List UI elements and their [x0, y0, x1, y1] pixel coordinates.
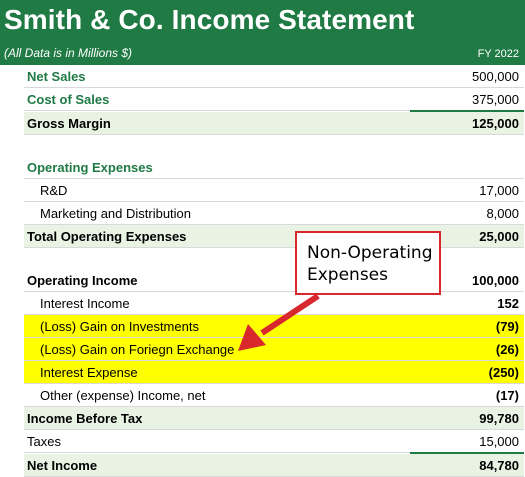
- row-value: 15,000: [479, 434, 519, 449]
- row-operating-income: Operating Income 100,000: [24, 269, 524, 292]
- row-gross-margin: Gross Margin 125,000: [24, 112, 524, 135]
- row-value: (26): [495, 342, 519, 357]
- row-taxes: Taxes 15,000: [24, 430, 524, 453]
- row-label: Interest Income: [40, 296, 130, 311]
- row-cost-of-sales: Cost of Sales 375,000: [24, 88, 524, 111]
- row-value: (17): [495, 388, 519, 403]
- row-label: Gross Margin: [27, 116, 111, 131]
- subtotal-underline: [410, 110, 524, 112]
- statement-title: Smith & Co. Income Statement: [4, 4, 415, 35]
- header-banner: Smith & Co. Income Statement (All Data i…: [0, 0, 525, 65]
- row-label: (Loss) Gain on Investments: [40, 319, 199, 334]
- row-value: 84,780: [479, 458, 519, 473]
- row-value: 125,000: [472, 116, 519, 131]
- row-label: Net Income: [27, 458, 98, 473]
- row-label: Net Sales: [27, 69, 86, 84]
- row-value: (250): [488, 365, 519, 380]
- row-label: (Loss) Gain on Foriegn Exchange: [40, 342, 235, 357]
- period-label: FY 2022: [477, 48, 519, 60]
- row-label: Interest Expense: [40, 365, 138, 380]
- row-label: Total Operating Expenses: [27, 229, 187, 244]
- section-heading: Operating Expenses: [27, 160, 153, 175]
- units-note: (All Data is in Millions $): [4, 46, 133, 60]
- row-value: 25,000: [479, 229, 519, 244]
- row-rnd: R&D 17,000: [24, 179, 524, 202]
- row-value: 152: [497, 296, 519, 311]
- callout-line-1: Non-Operating: [307, 243, 433, 263]
- row-value: 100,000: [472, 273, 519, 288]
- row-income-before-tax: Income Before Tax 99,780: [24, 407, 524, 430]
- total-underline: [410, 452, 524, 454]
- row-value: (79): [495, 319, 519, 334]
- row-other-income: Other (expense) Income, net (17): [24, 384, 524, 407]
- row-net-sales: Net Sales 500,000: [24, 65, 524, 88]
- row-label: Marketing and Distribution: [40, 206, 192, 221]
- row-value: 17,000: [479, 183, 519, 198]
- non-operating-callout: Non-Operating Expenses: [295, 231, 441, 295]
- row-label: R&D: [40, 183, 68, 198]
- row-marketing: Marketing and Distribution 8,000: [24, 202, 524, 225]
- row-label: Income Before Tax: [27, 411, 143, 426]
- callout-line-2: Expenses: [307, 265, 388, 285]
- row-label: Cost of Sales: [27, 92, 110, 107]
- row-value: 8,000: [486, 206, 519, 221]
- row-loss-gain-foreign-exchange: (Loss) Gain on Foriegn Exchange (26): [24, 338, 524, 361]
- row-label: Other (expense) Income, net: [40, 388, 206, 403]
- row-interest-expense: Interest Expense (250): [24, 361, 524, 384]
- row-value: 99,780: [479, 411, 519, 426]
- row-label: Operating Income: [27, 273, 138, 288]
- row-value: 375,000: [472, 92, 519, 107]
- row-interest-income: Interest Income 152: [24, 292, 524, 315]
- row-operating-expenses-heading: Operating Expenses: [24, 156, 524, 179]
- row-label: Taxes: [27, 434, 61, 449]
- row-value: 500,000: [472, 69, 519, 84]
